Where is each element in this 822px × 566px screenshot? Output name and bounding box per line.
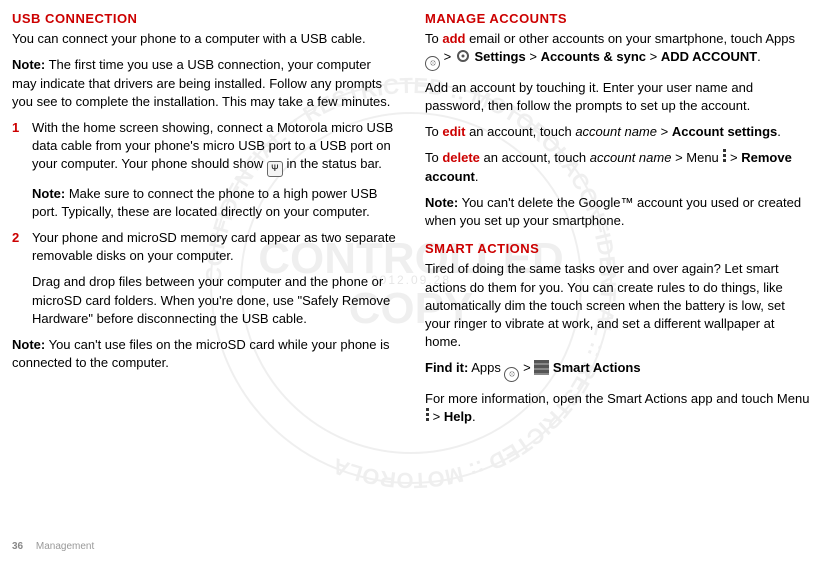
apps-icon (425, 56, 440, 71)
heading-manage-accounts: MANAGE ACCOUNTS (425, 10, 810, 28)
label-note: Note: (425, 195, 458, 210)
para-add-account: To add email or other accounts on your s… (425, 30, 810, 71)
text: account name (590, 150, 672, 165)
menu-icon (722, 149, 726, 163)
menu-icon (425, 408, 429, 422)
step-2: 2 Your phone and microSD memory card app… (12, 229, 397, 328)
text: Make sure to connect the phone to a high… (32, 186, 377, 219)
text-delete: delete (442, 150, 480, 165)
right-column: MANAGE ACCOUNTS To add email or other ac… (425, 10, 810, 434)
para-delete-account: To delete an account, touch account name… (425, 149, 810, 185)
label-note: Note: (12, 337, 45, 352)
para-usb-last-note: Note: You can't use files on the microSD… (12, 336, 397, 372)
text: Help (444, 409, 472, 424)
smart-actions-icon (534, 360, 549, 375)
text: . (472, 409, 476, 424)
text: You can't use files on the microSD card … (12, 337, 390, 370)
page-footer: 36 Management (12, 540, 94, 554)
para-add-instructions: Add an account by touching it. Enter you… (425, 79, 810, 115)
section-name: Management (36, 541, 94, 552)
step-number: 2 (12, 229, 19, 247)
text: To (425, 31, 442, 46)
settings-icon (455, 48, 471, 64)
heading-usb: USB CONNECTION (12, 10, 397, 28)
text: Account settings (672, 124, 777, 139)
para-smart-help: For more information, open the Smart Act… (425, 390, 810, 426)
text-add: add (442, 31, 465, 46)
para-find-it: Find it: Apps > Smart Actions (425, 359, 810, 382)
text: in the status bar. (287, 156, 382, 171)
text: an account, touch (465, 124, 575, 139)
text: You can't delete the Google™ account you… (425, 195, 801, 228)
step1-note: Note: Make sure to connect the phone to … (32, 185, 397, 221)
text: . (757, 49, 761, 64)
text: an account, touch (480, 150, 590, 165)
usb-icon: Ψ (267, 161, 283, 177)
label-note: Note: (12, 57, 45, 72)
step-number: 1 (12, 119, 19, 137)
text: > (657, 124, 672, 139)
text: For more information, open the Smart Act… (425, 391, 809, 406)
step-1: 1 With the home screen showing, connect … (12, 119, 397, 221)
text: Apps (468, 360, 504, 375)
text: > (726, 150, 741, 165)
text: Drag and drop files between your compute… (32, 273, 397, 328)
text: The first time you use a USB connection,… (12, 57, 390, 108)
text: Your phone and microSD memory card appea… (32, 230, 396, 263)
label-note: Note: (32, 186, 65, 201)
text: . (777, 124, 781, 139)
apps-icon (504, 367, 519, 382)
label-findit: Find it: (425, 360, 468, 375)
para-smart-intro: Tired of doing the same tasks over and o… (425, 260, 810, 351)
text: . (475, 169, 479, 184)
page-number: 36 (12, 541, 23, 552)
text: To (425, 150, 442, 165)
para-usb-intro: You can connect your phone to a computer… (12, 30, 397, 48)
heading-smart-actions: SMART ACTIONS (425, 240, 810, 258)
text: email or other accounts on your smartpho… (465, 31, 795, 46)
text: > Menu (671, 150, 722, 165)
text: > (526, 49, 541, 64)
text: account name (575, 124, 657, 139)
text: ADD ACCOUNT (661, 49, 757, 64)
text: > (646, 49, 661, 64)
para-usb-note1: Note: The first time you use a USB conne… (12, 56, 397, 111)
left-column: USB CONNECTION You can connect your phon… (12, 10, 397, 434)
text: > (429, 409, 444, 424)
text: Smart Actions (549, 360, 640, 375)
para-edit-account: To edit an account, touch account name >… (425, 123, 810, 141)
text: Accounts & sync (541, 49, 646, 64)
text-edit: edit (442, 124, 465, 139)
text: > (440, 49, 455, 64)
para-google-note: Note: You can't delete the Google™ accou… (425, 194, 810, 230)
text: To (425, 124, 442, 139)
text: Settings (471, 49, 526, 64)
text: > (519, 360, 534, 375)
